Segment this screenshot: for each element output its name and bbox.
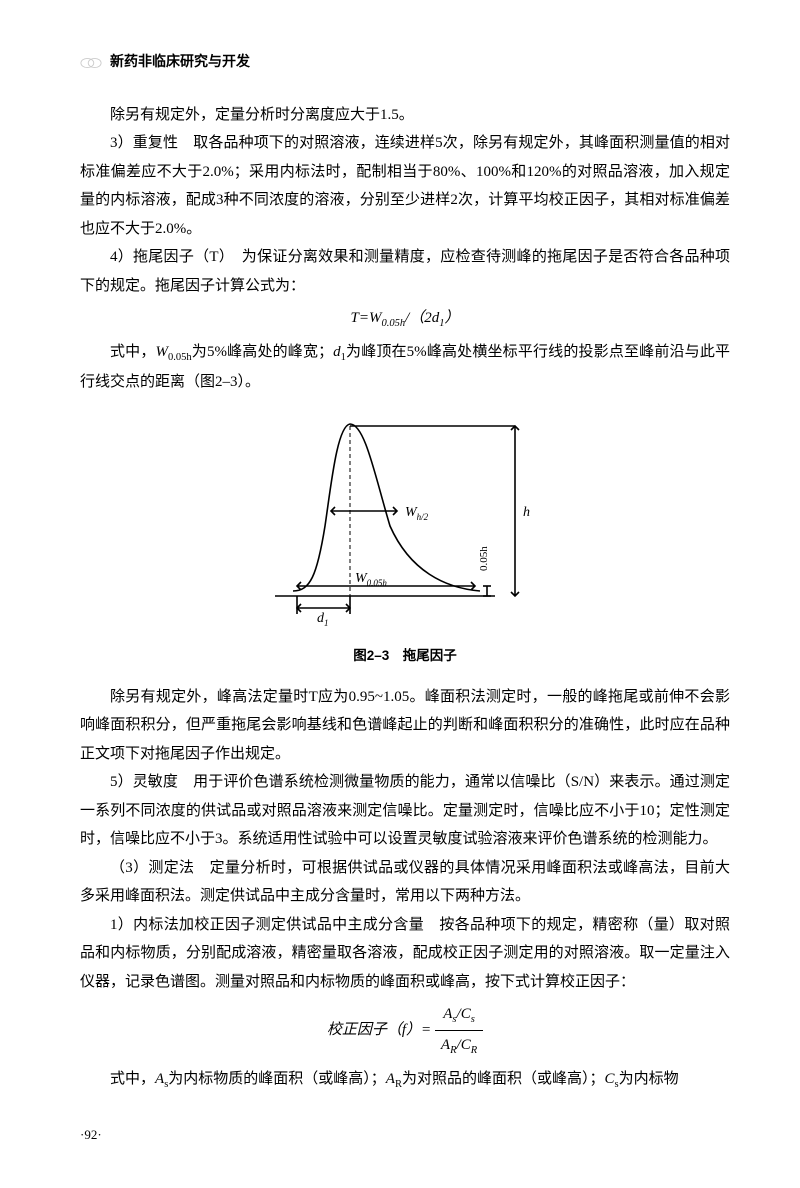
label-h: h (523, 505, 530, 520)
figure-2-3: Wh/2 W0.05h d1 h 0.05h (80, 406, 730, 637)
header-title: 新药非临床研究与开发 (110, 50, 250, 77)
para-6: 5）灵敏度 用于评价色谱系统检测微量物质的能力，通常以信噪比（S/N）来表示。通… (80, 768, 730, 854)
para-8: 1）内标法加校正因子测定供试品中主成分含量 按各品种项下的规定，精密称（量）取对… (80, 911, 730, 997)
page-number: ·92· (80, 1123, 730, 1148)
para-2: 3）重复性 取各品种项下的对照溶液，连续进样5次，除另有规定外，其峰面积测量值的… (80, 129, 730, 243)
label-wh2: Wh/2 (405, 505, 429, 522)
para-5: 除另有规定外，峰高法定量时T应为0.95~1.05。峰面积法测定时，一般的峰拖尾… (80, 683, 730, 769)
label-d1: d1 (317, 611, 329, 626)
para-9: 式中，As为内标物质的峰面积（或峰高）；AR为对照品的峰面积（或峰高）；Cs为内… (80, 1065, 730, 1095)
para-1: 除另有规定外，定量分析时分离度应大于1.5。 (80, 101, 730, 130)
label-w005: W0.05h (355, 571, 387, 588)
formula-1: T=W0.05h/（2d1） (80, 304, 730, 334)
running-head: 新药非临床研究与开发 (80, 50, 730, 77)
formula-2: 校正因子（f）= As/Cs AR/CR (80, 1000, 730, 1061)
label-005h: 0.05h (478, 546, 490, 571)
para-7: （3）测定法 定量分析时，可根据供试品或仪器的具体情况采用峰面积法或峰高法，目前… (80, 854, 730, 911)
pill-icon (80, 55, 102, 71)
para-3: 4）拖尾因子（T） 为保证分离效果和测量精度，应检查待测峰的拖尾因子是否符合各品… (80, 243, 730, 300)
figure-caption: 图2–3 拖尾因子 (80, 643, 730, 669)
para-4: 式中，W0.05h为5%峰高处的峰宽；d1为峰顶在5%峰高处横坐标平行线的投影点… (80, 338, 730, 396)
